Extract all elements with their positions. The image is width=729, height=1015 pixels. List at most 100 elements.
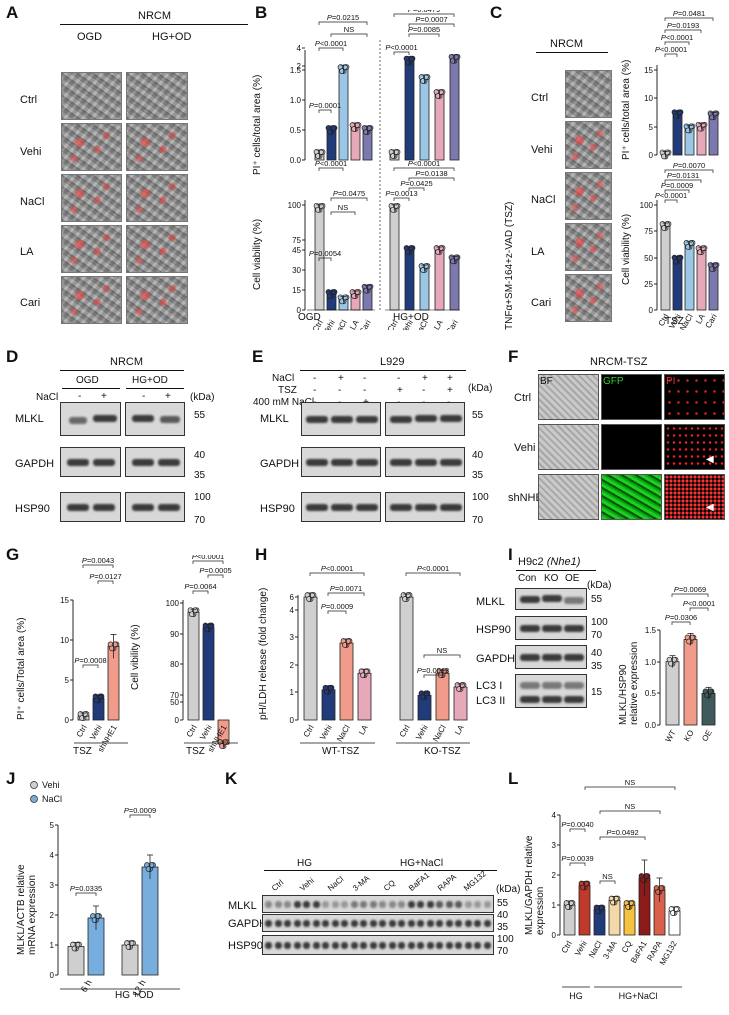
blot-band <box>341 901 348 908</box>
e-blot-mlkl-a <box>301 402 381 436</box>
p-value-label: P<0.0001 <box>655 45 687 54</box>
y-tick-label: 0.5 <box>645 689 657 698</box>
p-value-text: =0.0475 <box>338 189 365 198</box>
legend-marker-vehi <box>30 781 38 789</box>
panel-label-l: L <box>508 769 519 788</box>
p-value-text: =0.0070 <box>678 161 705 170</box>
y-tick-label: 80 <box>170 660 179 669</box>
blot-band <box>426 942 434 949</box>
p-italic: P <box>674 585 679 594</box>
y-tick-label: 3 <box>290 633 295 642</box>
e-sign: - <box>397 373 401 384</box>
i-blot-label-lc3ii: LC3 II <box>476 695 506 707</box>
p-value-text: <0.0001 <box>320 159 347 168</box>
significance-bracket <box>408 33 440 37</box>
bar-vehi <box>672 113 683 156</box>
blot-band <box>322 920 329 927</box>
p-value-label: P=0.0064 <box>184 582 216 591</box>
significance-bracket <box>129 814 151 818</box>
e-kda-35: 35 <box>472 470 484 481</box>
significance-bracket <box>599 880 616 884</box>
significance-bracket <box>423 654 461 658</box>
x-tick-label: CQ <box>620 940 634 955</box>
blot-band <box>388 920 396 927</box>
panel-label-g: G <box>6 545 20 564</box>
k-lane-label: NaCl <box>326 874 346 893</box>
panel-label-c: C <box>490 3 503 22</box>
p-italic: P <box>309 249 314 258</box>
blot-band <box>388 901 396 908</box>
blot-band <box>322 901 329 908</box>
p-value-label: P<0.0001 <box>417 564 449 573</box>
blot-band <box>379 920 386 927</box>
p-italic: P <box>606 828 611 837</box>
bar-cari <box>708 266 719 311</box>
p-value-text: =0.0013 <box>390 189 417 198</box>
p-value-label: NS <box>602 872 612 881</box>
k-kda-70: 70 <box>497 946 509 957</box>
e-row-400: 400 mM NaCl <box>253 397 315 408</box>
p-value-text: <0.0001 <box>320 39 347 48</box>
y-tick-label: 10 <box>60 636 69 645</box>
blot-band <box>274 942 282 949</box>
e-header: L929 <box>380 356 405 368</box>
y-tick-label: 15 <box>644 66 653 75</box>
i-blot-mlkl <box>515 588 587 610</box>
c-group-tsz: TSZ <box>665 316 684 327</box>
x-tick-label: Vehi <box>414 723 430 741</box>
p-value-label: P=0.0215 <box>327 13 359 22</box>
significance-bracket <box>393 197 410 201</box>
k-lane-label: CQ <box>382 878 397 893</box>
blot-band <box>312 942 320 949</box>
a-image-vehi-ogd <box>61 123 122 171</box>
bar-ctrl <box>389 207 400 311</box>
y-tick-label: 5 <box>65 676 70 685</box>
c-row-ctrl: Ctrl <box>531 92 549 104</box>
e-blot-gapdh-b <box>385 447 465 477</box>
p-value-text: =0.0127 <box>94 572 121 581</box>
k-blot-label-mlkl: MLKL <box>228 900 257 912</box>
c-image-vehi <box>565 121 612 169</box>
y-tick-label: 1.0 <box>645 658 657 667</box>
blot-band <box>369 942 377 949</box>
bar-vehi <box>404 249 415 311</box>
a-image-nacl-hgod <box>126 174 188 222</box>
blot-band <box>303 942 310 949</box>
significance-bracket <box>599 836 646 840</box>
y-tick-label: 0 <box>297 306 302 315</box>
p-value-text: <0.0001 <box>666 33 693 42</box>
f-image-pi-vehi <box>664 424 725 470</box>
p-italic: P <box>70 884 75 893</box>
significance-bracket <box>330 33 368 37</box>
y-tick-label: 50 <box>644 254 653 263</box>
y-tick-label: 1.0 <box>290 96 302 105</box>
y-tick-label: 0 <box>50 971 55 980</box>
b-ylabel-top: PI⁺ cells/total area (%) <box>252 74 263 175</box>
a-row-ctrl: Ctrl <box>20 94 38 106</box>
y-tick-label: 15 <box>292 286 301 295</box>
a-image-nacl-ogd <box>61 174 122 222</box>
blot-band <box>265 901 272 908</box>
arrowhead-icon: ◀ <box>706 502 714 513</box>
x-tick-label: Cari <box>358 318 373 330</box>
blot-band <box>331 920 339 927</box>
blot-band <box>379 942 386 949</box>
a-image-ctrl-hgod <box>126 72 188 120</box>
bar-nacl <box>141 866 159 976</box>
p-italic: P <box>417 564 422 573</box>
p-value-text: =0.0425 <box>405 179 432 188</box>
significance-bracket <box>192 560 224 564</box>
x-tick-label: 3-MA <box>601 939 619 961</box>
d-kda-70: 70 <box>194 515 206 526</box>
i-blot-label-hsp90: HSP90 <box>476 624 511 636</box>
d-blot-mlkl-hgod <box>125 402 185 436</box>
i-blot-gapdh <box>515 645 587 669</box>
p-value-label: P=0.0069 <box>674 585 706 594</box>
x-tick-label: Ctrl <box>302 723 316 738</box>
p-value-text: =0.0193 <box>672 21 699 30</box>
p-value-label: P=0.0127 <box>89 572 121 581</box>
f-image-gfp-vehi <box>601 424 662 470</box>
y-tick-label: 2 <box>552 871 557 880</box>
bar-nacl <box>684 244 695 311</box>
f-image-bf-shnhe1 <box>538 474 599 520</box>
